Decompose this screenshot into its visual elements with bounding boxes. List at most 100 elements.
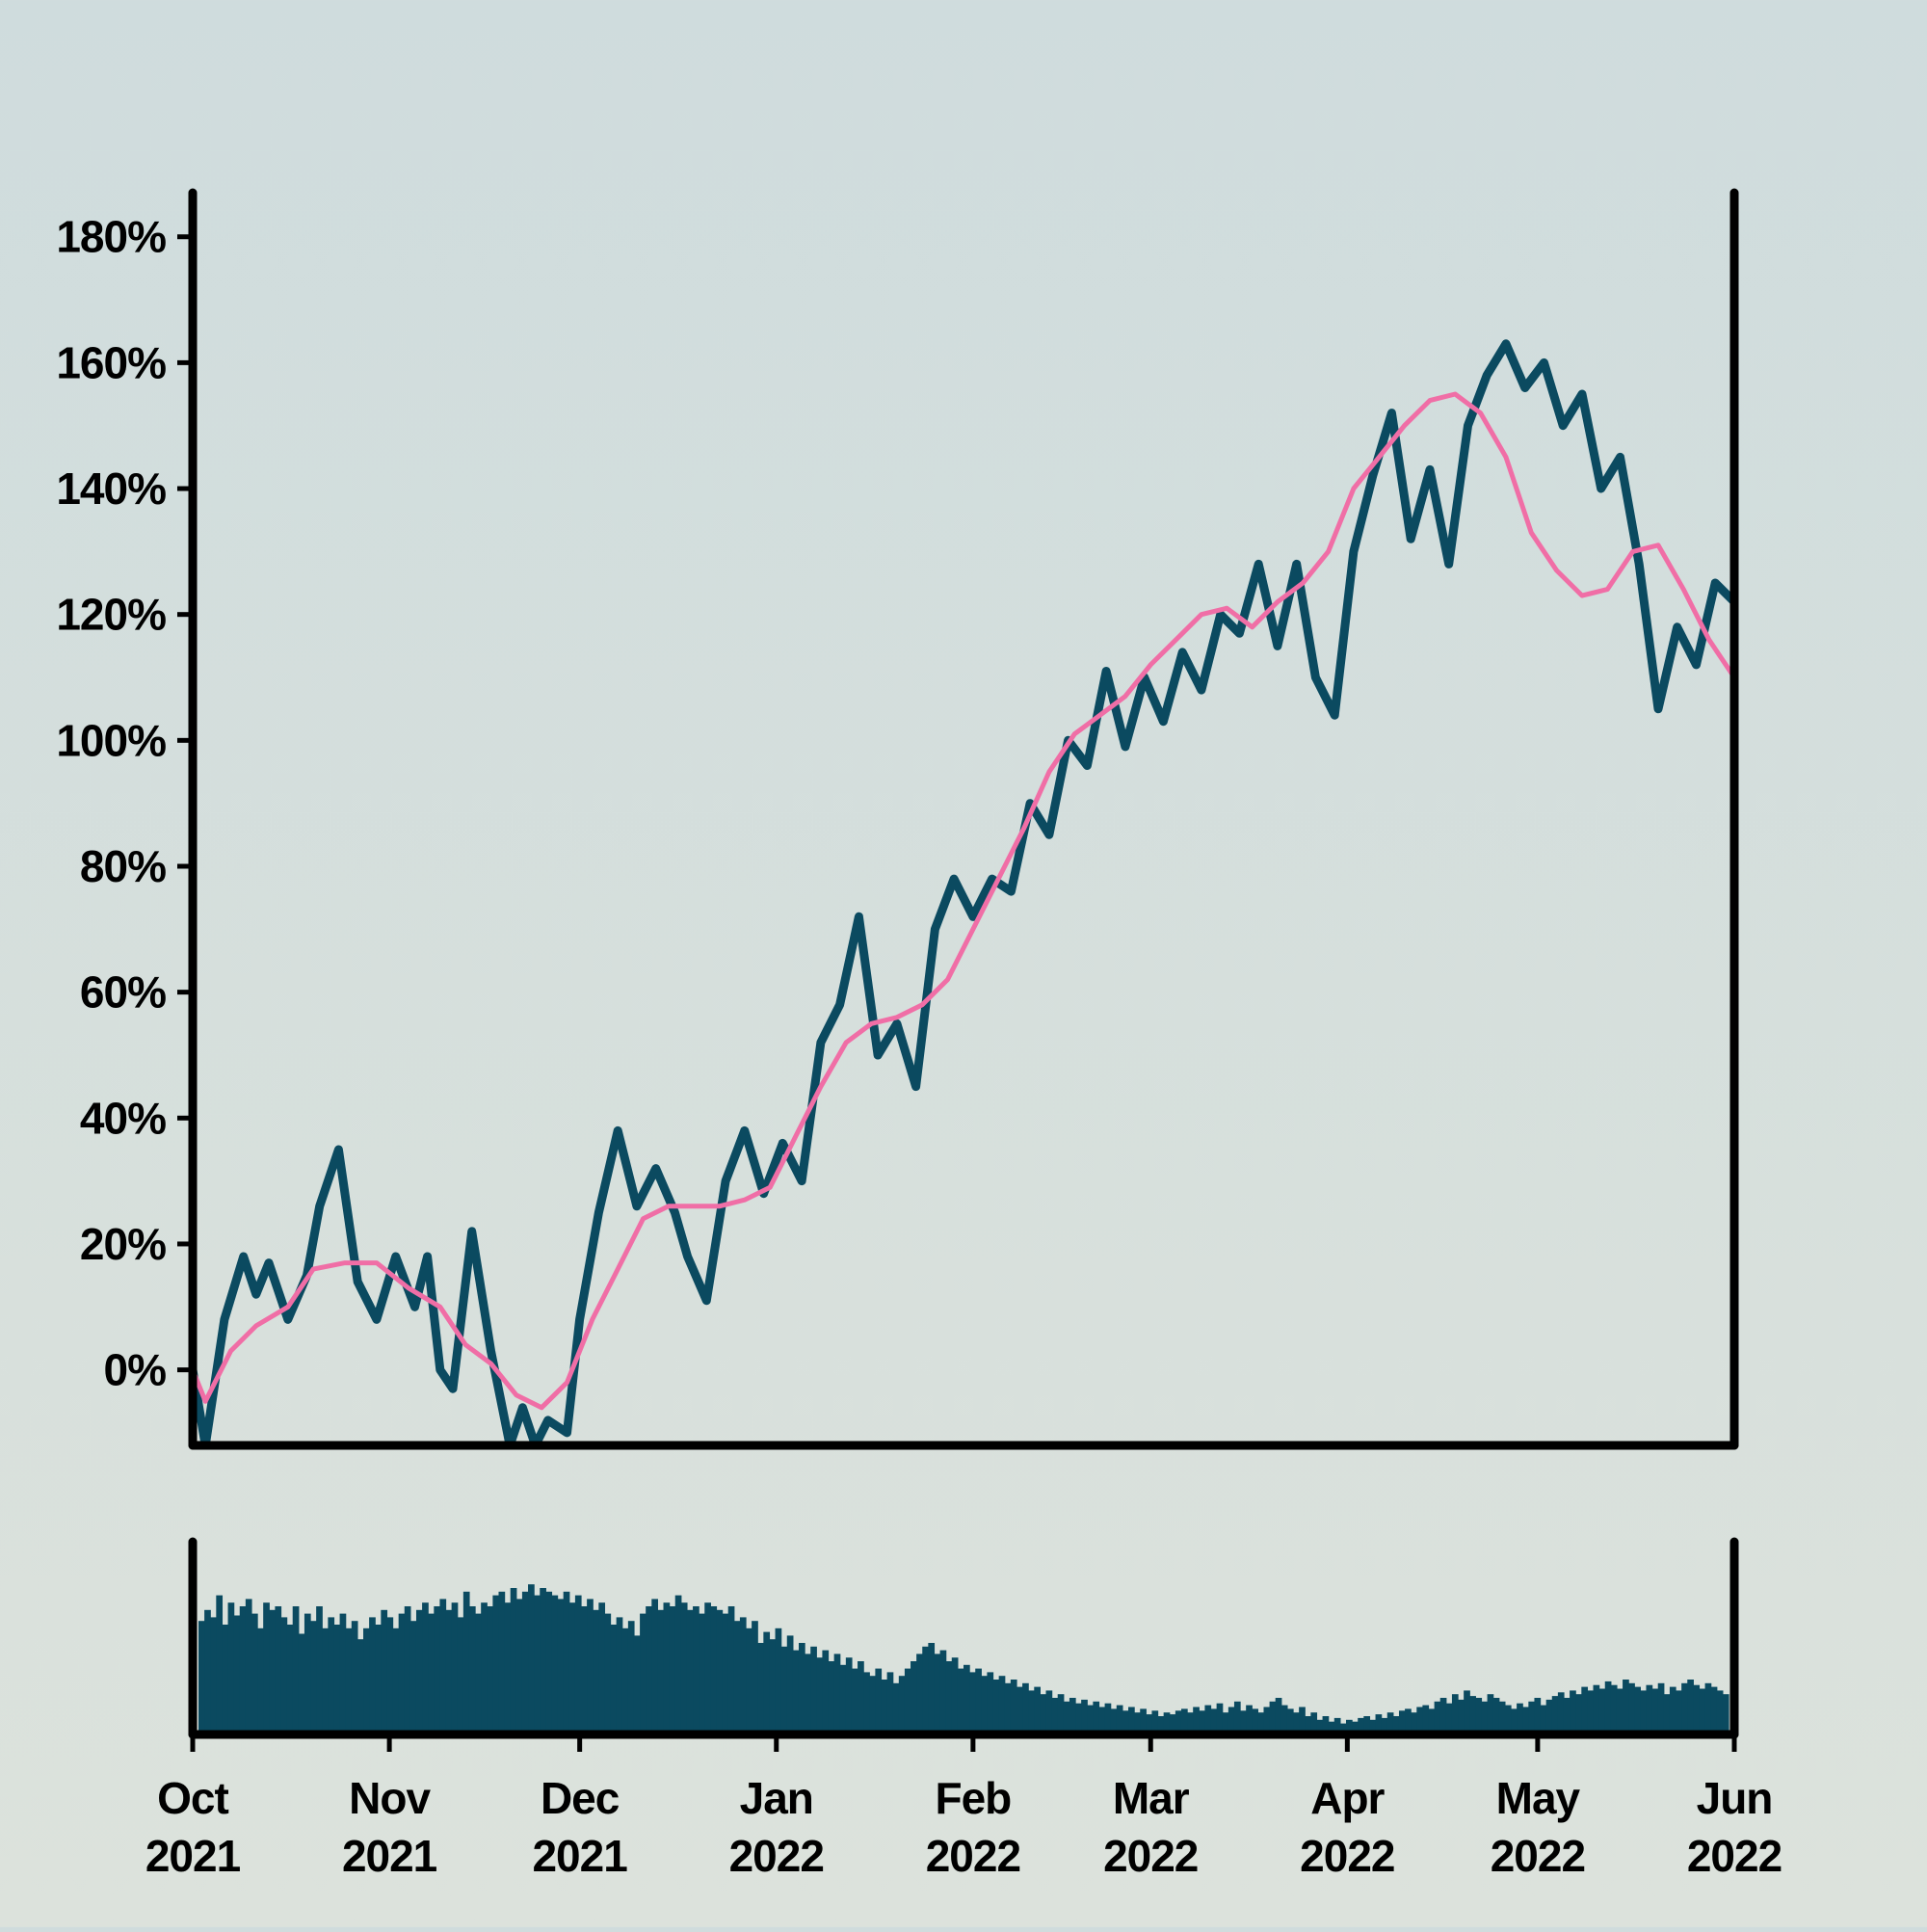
volume-bar [1540,1705,1547,1734]
volume-bar [1322,1716,1330,1734]
volume-bar [481,1602,488,1734]
volume-bar [428,1613,435,1734]
volume-bar [545,1591,553,1734]
volume-bar [752,1621,758,1734]
volume-bar [1681,1682,1688,1734]
volume-bar [1528,1701,1536,1734]
volume-bar [792,1650,800,1734]
volume-bar [686,1609,694,1734]
volume-bar [1604,1681,1612,1734]
volume-bar [1157,1716,1165,1734]
volume-bar [1481,1701,1489,1734]
volume-bar [727,1606,735,1734]
volume-bar [587,1599,594,1734]
volume-bar [674,1595,682,1734]
volume-bar [1464,1690,1470,1734]
volume-bar [1045,1690,1053,1734]
x-tick-label-year: 2021 [145,1831,241,1881]
volume-bar [204,1609,211,1734]
volume-bar [1676,1690,1682,1734]
volume-bar [1458,1699,1465,1734]
volume-bar [627,1621,635,1734]
volume-bar [1227,1707,1235,1734]
x-tick-label-year: 2021 [532,1831,627,1881]
volume-bar [875,1668,883,1734]
volume-bar [951,1657,959,1734]
volume-bar [1575,1694,1582,1734]
volume-bar [911,1661,917,1734]
volume-bar [1651,1688,1659,1734]
volume-bar [1087,1705,1094,1734]
volume-bar [1634,1686,1641,1734]
price-line [188,339,1739,1450]
volume-bar [1428,1708,1436,1734]
volume-bar [1687,1680,1694,1734]
volume-bar [375,1625,382,1734]
volume-bar [1252,1708,1258,1734]
volume-bar [1333,1717,1341,1734]
volume-bar [1646,1684,1653,1734]
volume-bar [722,1613,729,1734]
volume-bar [1216,1703,1224,1734]
volume-bar [1663,1694,1671,1734]
volume-bar [504,1602,512,1734]
volume-bar [345,1628,353,1734]
volume-bar [363,1628,370,1734]
volume-bar [739,1617,747,1734]
volume-bar [1299,1707,1306,1734]
volume-bar [251,1613,258,1734]
volume-bar [839,1664,847,1734]
volume-bar [1445,1703,1453,1734]
volume-bar [1175,1710,1182,1734]
x-tick-label-year: 2022 [926,1831,1020,1881]
volume-bar [269,1609,276,1734]
y-tick-label: 140% [56,463,166,514]
volume-bar [822,1650,830,1734]
volume-bar [1386,1712,1394,1734]
volume-bar [757,1643,764,1734]
volume-bar [969,1672,976,1734]
volume-bar [557,1599,565,1734]
volume-bar [245,1599,252,1734]
volume-bar [1122,1710,1129,1734]
volume-bar [610,1625,618,1734]
x-tick-label-month: Dec [541,1773,620,1823]
x-tick-label-month: Nov [349,1773,431,1823]
volume-bar [1511,1708,1518,1734]
volume-bar [858,1661,864,1734]
volume-bar [987,1672,994,1734]
volume-bar [457,1617,464,1734]
volume-bar [593,1609,599,1734]
volume-bar [563,1591,570,1734]
volume-bar [1405,1708,1412,1734]
volume-bar [1093,1701,1100,1734]
x-tick-label-year: 2022 [1491,1831,1585,1881]
volume-bar [1598,1688,1606,1734]
volume-bar [1710,1686,1718,1734]
volume-bar [1704,1682,1712,1734]
volume-bar [975,1668,982,1734]
volume-bar [992,1680,1000,1734]
volume-bar [1180,1708,1188,1734]
volume-bar [1451,1694,1459,1734]
volume-bar [1063,1701,1070,1734]
volume-bar [1416,1707,1423,1734]
volume-bar [881,1680,888,1734]
volume-bar [1040,1694,1047,1734]
volume-bar [998,1676,1006,1734]
volume-bar [356,1639,364,1734]
volume-bar [869,1676,876,1734]
volume-bar [322,1628,329,1734]
volume-bar [568,1602,576,1734]
x-tick-label-month: Jun [1697,1773,1773,1823]
volume-bar [462,1591,470,1734]
volume-bar [1146,1714,1153,1734]
volume-bar [763,1631,771,1734]
volume-bar [409,1621,417,1734]
volume-bar [1398,1710,1406,1734]
volume-bar [699,1613,705,1734]
volume-bar [833,1654,841,1734]
x-tick-label-year: 2022 [1687,1831,1782,1881]
